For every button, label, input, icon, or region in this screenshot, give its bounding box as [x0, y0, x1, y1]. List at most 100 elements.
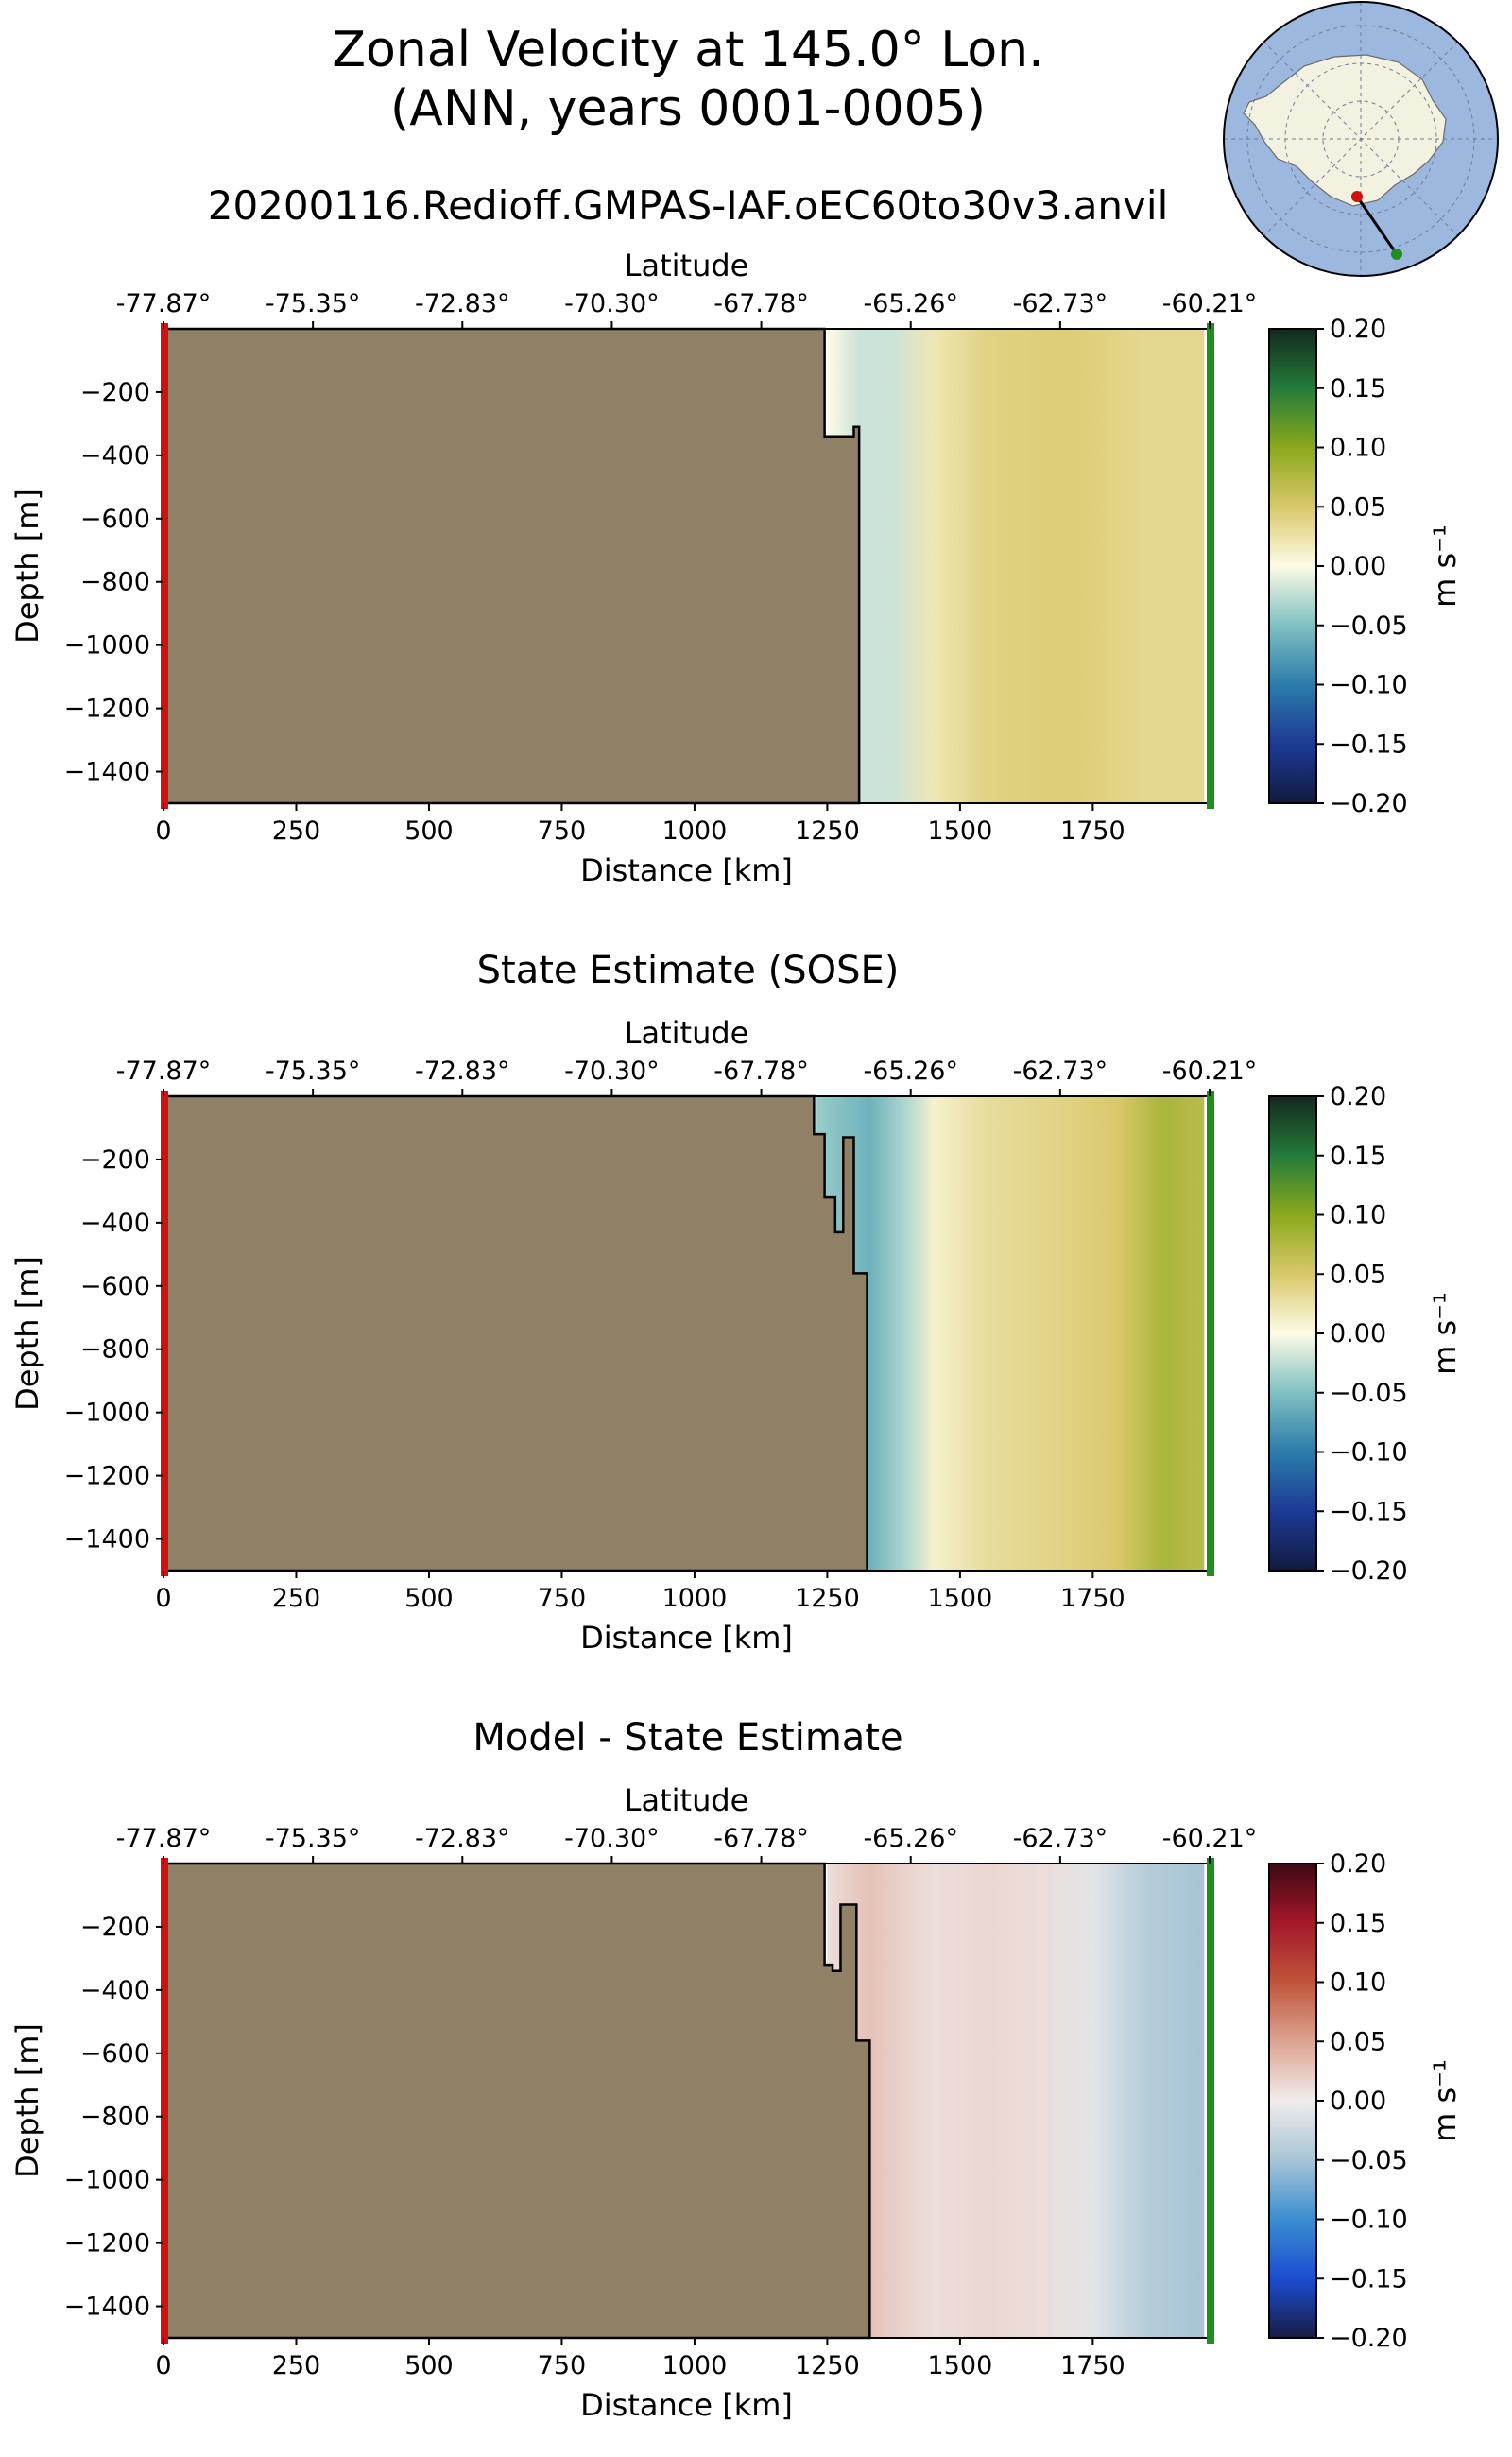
y-tick-label: −600 [80, 1272, 150, 1301]
colorbar-tick-label: 0.20 [1330, 1082, 1386, 1111]
latitude-tick-label: -70.30° [564, 1824, 660, 1853]
colorbar-tick-label: −0.10 [1330, 1438, 1408, 1468]
latitude-tick-label: -62.73° [1013, 289, 1108, 318]
latitude-tick-label: -72.83° [415, 1057, 510, 1086]
x-tick-label: 0 [155, 2351, 171, 2380]
x-tick-label: 500 [404, 1584, 454, 1613]
colorbar-tick-label: −0.05 [1330, 2146, 1408, 2175]
latitude-tick-label: -62.73° [1013, 1824, 1108, 1853]
x-tick-label: 750 [538, 1584, 587, 1613]
latitude-tick-label: -60.21° [1162, 1057, 1258, 1086]
top-axis-label: Latitude [625, 1015, 749, 1051]
x-tick-label: 750 [538, 2351, 587, 2380]
y-axis-label: Depth [m] [9, 2023, 45, 2178]
colorbar-tick-label: 0.10 [1330, 1968, 1386, 1998]
y-axis-label: Depth [m] [9, 1256, 45, 1411]
chart-panel-1: 0 250 500 750 1000 1250 1500 1750 Distance [km] -… [9, 248, 1463, 888]
colorbar-tick-label: 0.00 [1330, 2087, 1386, 2116]
colorbar-tick-label: 0.05 [1330, 1260, 1386, 1289]
colorbar-gradient [1268, 1095, 1317, 1572]
y-tick-label: −800 [80, 2103, 150, 2132]
colorbar-tick-label: 0.05 [1330, 492, 1386, 522]
latitude-tick-label: -70.30° [564, 1057, 660, 1086]
x-tick-label: 1500 [928, 2351, 993, 2380]
x-tick-label: 1750 [1060, 1584, 1125, 1613]
latitude-tick-label: -60.21° [1162, 1824, 1258, 1853]
x-tick-label: 750 [538, 816, 587, 846]
section-start-marker [161, 1858, 168, 2344]
chart-panel-2: State Estimate (SOSE) 0 250 500 750 1000 1250 1… [9, 949, 1463, 1656]
colorbar-tick-label: −0.15 [1330, 1497, 1408, 1526]
y-tick-label: −1000 [64, 1399, 150, 1428]
figure-subtitle: 20200116.Redioff.GMPAS-IAF.oEC60to30v3.a… [208, 182, 1169, 229]
y-tick-label: −1200 [64, 695, 150, 724]
latitude-tick-label: -65.26° [863, 1057, 958, 1086]
latitude-tick-label: -67.78° [713, 1824, 809, 1853]
y-tick-label: −400 [80, 441, 150, 471]
panel-title: Model - State Estimate [472, 1716, 902, 1760]
figure-title-line1: Zonal Velocity at 145.0° Lon. [332, 22, 1043, 78]
top-axis-label: Latitude [625, 248, 749, 284]
colorbar-tick-label: 0.05 [1330, 2027, 1386, 2056]
x-tick-label: 1500 [928, 816, 993, 846]
chart-panel-3: Model - State Estimate 0 250 500 750 1000 1250… [9, 1716, 1463, 2423]
x-tick-label: 250 [272, 2351, 321, 2380]
x-tick-label: 1250 [795, 2351, 860, 2380]
x-tick-label: 1750 [1060, 2351, 1125, 2380]
y-axis-label: Depth [m] [9, 489, 45, 644]
latitude-tick-label: -75.35° [266, 1824, 361, 1853]
colorbar-tick-label: 0.20 [1330, 315, 1386, 344]
latitude-tick-label: -67.78° [713, 1057, 809, 1086]
x-tick-label: 1000 [662, 1584, 728, 1613]
y-tick-label: −800 [80, 1335, 150, 1365]
colorbar: 0.20 0.15 0.10 0.05 0.00 −0.05 −0.10 −0.15 −0.20… [1268, 1082, 1463, 1586]
latitude-tick-label: -62.73° [1013, 1057, 1108, 1086]
colorbar-tick-label: −0.10 [1330, 2206, 1408, 2235]
colorbar-tick-label: −0.20 [1330, 2324, 1408, 2353]
colorbar-gradient [1268, 328, 1317, 804]
latitude-tick-label: -65.26° [863, 1824, 958, 1853]
x-axis-label: Distance [km] [580, 1620, 793, 1656]
section-start-marker [161, 1091, 168, 1576]
colorbar-label: m s⁻¹ [1427, 2059, 1463, 2142]
colorbar-tick-label: −0.15 [1330, 2264, 1408, 2294]
latitude-tick-label: -70.30° [564, 289, 660, 318]
panel-title: State Estimate (SOSE) [477, 949, 900, 992]
colorbar-tick-label: 0.15 [1330, 374, 1386, 404]
land-bathymetry [162, 327, 861, 805]
x-axis-label: Distance [km] [580, 2387, 793, 2423]
colorbar-tick-label: 0.20 [1330, 1849, 1386, 1879]
x-tick-label: 1250 [795, 1584, 860, 1613]
latitude-tick-label: -77.87° [116, 289, 212, 318]
colorbar-tick-label: −0.20 [1330, 1556, 1408, 1586]
y-tick-label: −1400 [64, 2293, 150, 2322]
colorbar-label: m s⁻¹ [1427, 524, 1463, 608]
colorbar: 0.20 0.15 0.10 0.05 0.00 −0.05 −0.10 −0.15 −0.20… [1268, 1849, 1463, 2353]
x-tick-label: 1750 [1060, 816, 1125, 846]
y-tick-label: −1000 [64, 2166, 150, 2195]
x-tick-label: 0 [155, 1584, 171, 1613]
x-tick-label: 0 [155, 816, 171, 846]
y-tick-label: −1400 [64, 1525, 150, 1555]
colorbar-label: m s⁻¹ [1427, 1292, 1463, 1375]
inset-antarctica-map [1223, 1, 1499, 277]
colorbar-tick-label: 0.00 [1330, 1319, 1386, 1349]
colorbar-tick-label: −0.05 [1330, 611, 1408, 641]
inset-transect-line [1355, 196, 1399, 255]
inset-end-marker [1391, 249, 1402, 260]
x-tick-label: 1000 [662, 816, 728, 846]
x-tick-label: 1500 [928, 1584, 993, 1613]
latitude-tick-label: -77.87° [116, 1824, 212, 1853]
land-bathymetry [162, 1862, 871, 2340]
colorbar-tick-label: −0.10 [1330, 671, 1408, 700]
velocity-field [816, 1096, 1205, 1571]
latitude-tick-label: -77.87° [116, 1057, 212, 1086]
y-tick-label: −200 [80, 1145, 150, 1175]
latitude-tick-label: -60.21° [1162, 289, 1258, 318]
y-tick-label: −1400 [64, 758, 150, 787]
x-tick-label: 500 [404, 2351, 454, 2380]
colorbar-tick-label: −0.05 [1330, 1379, 1408, 1408]
y-tick-label: −200 [80, 378, 150, 407]
latitude-tick-label: -65.26° [863, 289, 958, 318]
